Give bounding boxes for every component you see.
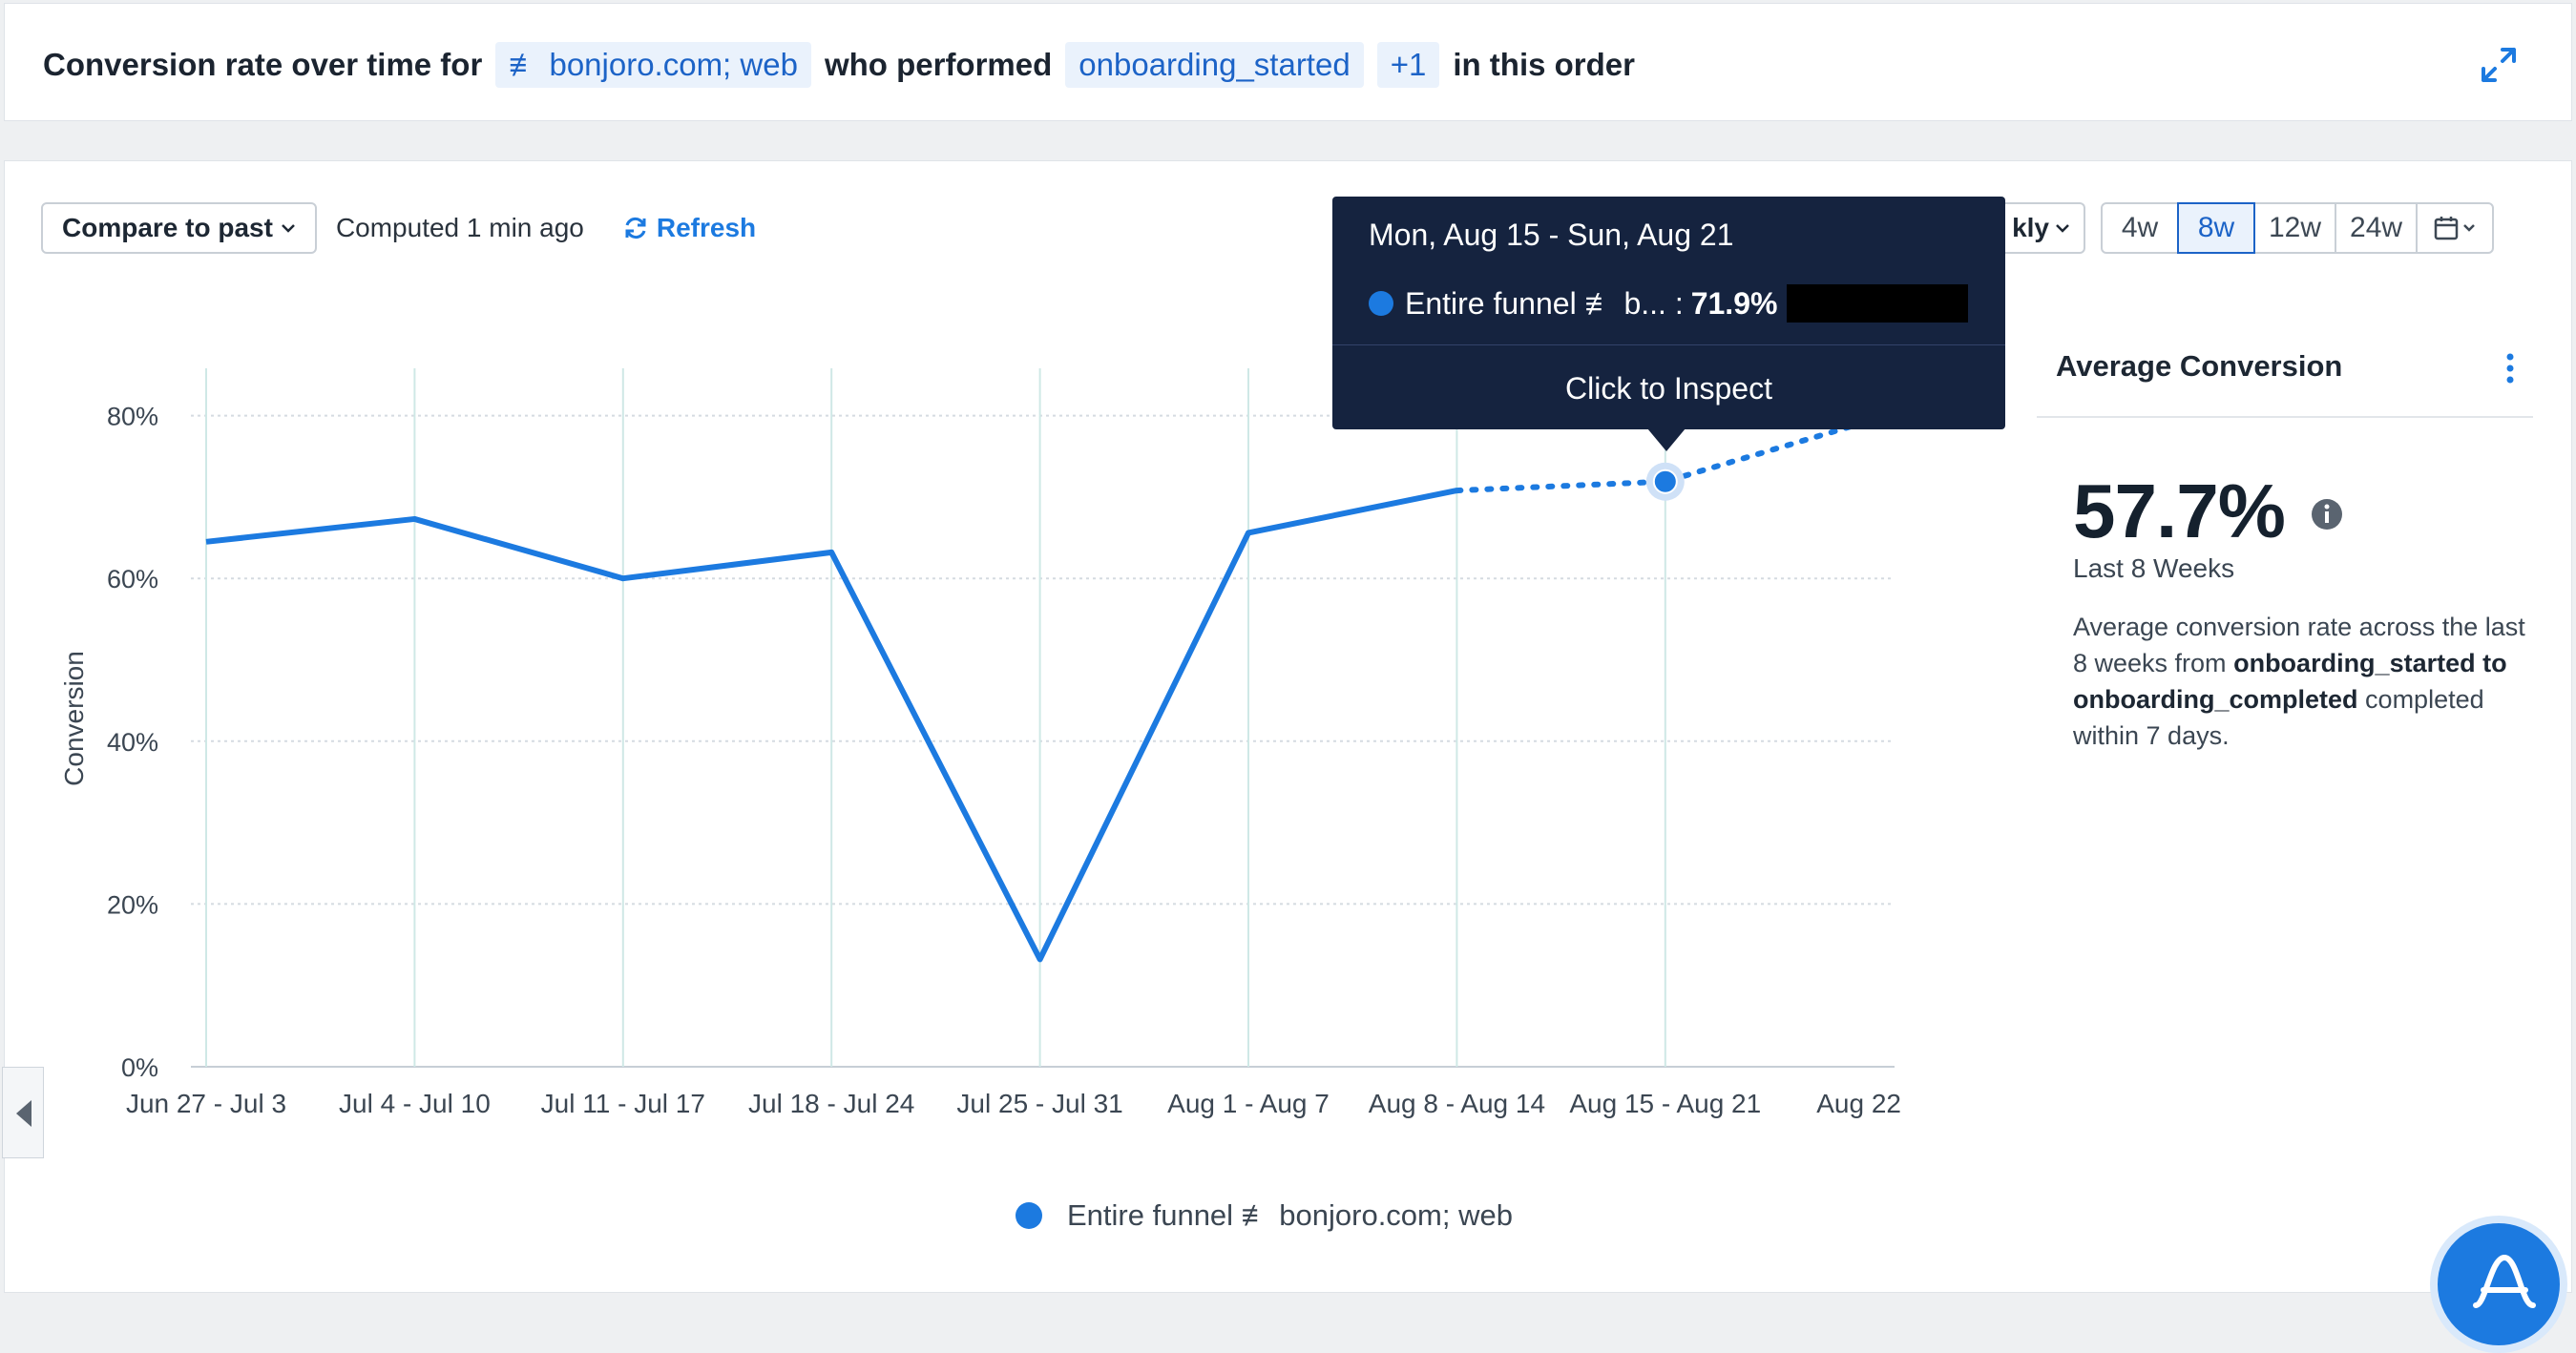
tooltip-series-label: Entire funnel ≢ b... :	[1405, 285, 1684, 321]
chevron-down-icon	[282, 224, 295, 233]
event-chip[interactable]: onboarding_started	[1065, 42, 1364, 88]
series-dot-icon	[1369, 291, 1393, 316]
range-4w-button[interactable]: 4w	[2101, 202, 2179, 254]
data-point-highlighted[interactable]	[1652, 468, 1678, 494]
desc-events: onboarding_started to onboarding_complet…	[2073, 649, 2507, 714]
y-tick-label: 60%	[107, 565, 158, 593]
computed-timestamp: Computed 1 min ago	[335, 213, 584, 242]
y-axis-label: Conversion	[59, 651, 89, 786]
title-mid: who performed	[824, 47, 1053, 82]
segment-chip[interactable]: ≢ bonjoro.com; web	[495, 42, 811, 88]
help-launcher-button[interactable]	[2430, 1216, 2567, 1353]
x-axis: Jun 27 - Jul 3 Jul 4 - Jul 10 Jul 11 - Jul…	[126, 1089, 1909, 1118]
tooltip-value: 71.9%	[1690, 285, 1778, 321]
series-line-complete	[205, 488, 1457, 963]
chart-title: Conversion rate over time for ≢ bonjoro.…	[43, 42, 1635, 88]
y-tick-label: 80%	[107, 403, 158, 431]
chart-legend: Entire funnel ≢ bonjoro.com; web	[1016, 1198, 1513, 1233]
average-period: Last 8 Weeks	[2073, 553, 2235, 583]
chart-tooltip: Mon, Aug 15 - Sun, Aug 21 Entire funnel …	[1332, 197, 2005, 429]
chevron-down-icon	[2463, 224, 2475, 232]
chart-card: Compare to past Computed 1 min ago Refre…	[4, 160, 2572, 1293]
x-tick-label: Jul 25 - Jul 31	[956, 1089, 1122, 1118]
info-icon[interactable]	[2310, 497, 2344, 531]
tooltip-series-row: Entire funnel ≢ b... : 71.9%	[1369, 284, 1969, 323]
data-point[interactable]	[405, 510, 424, 529]
series-line-incomplete	[1454, 416, 1877, 494]
data-point[interactable]	[1031, 949, 1050, 968]
compare-to-past-dropdown[interactable]: Compare to past	[41, 202, 317, 254]
toolbar-left: Compare to past Computed 1 min ago Refre…	[41, 201, 756, 255]
more-menu-icon[interactable]	[2504, 351, 2516, 385]
x-tick-label: Aug 15 - Aug 21	[1569, 1089, 1761, 1118]
legend-label: Entire funnel ≢ bonjoro.com; web	[1067, 1198, 1513, 1232]
average-description: Average conversion rate across the last …	[2073, 609, 2531, 754]
x-tick-label: Aug 8 - Aug 14	[1369, 1089, 1545, 1118]
desc-suffix: completed within 7 days.	[2073, 685, 2484, 750]
redacted-block	[1787, 284, 1969, 323]
average-title: Average Conversion	[2056, 349, 2343, 383]
y-tick-label: 20%	[107, 890, 158, 919]
x-tick-label: Jul 18 - Jul 24	[748, 1089, 914, 1118]
y-tick-label: 0%	[121, 1053, 158, 1082]
calendar-icon	[2434, 217, 2459, 240]
chevron-left-icon	[16, 1100, 31, 1127]
average-value: 57.7%	[2073, 468, 2286, 553]
refresh-button[interactable]: Refresh	[622, 213, 756, 243]
range-12w-button[interactable]: 12w	[2253, 202, 2337, 254]
tooltip-caret	[1647, 428, 1686, 451]
series-entire-funnel[interactable]	[197, 410, 1883, 969]
y-axis: 0% 20% 40% 60% 80%	[107, 403, 158, 1082]
data-point[interactable]	[822, 543, 841, 562]
x-tick-label: Aug 1 - Aug 7	[1167, 1089, 1330, 1118]
conversion-line-chart[interactable]: 0% 20% 40% 60% 80% Jun 27 - Jul 3 Jul 4 - Jul…	[0, 160, 1909, 1153]
calendar-picker-button[interactable]	[2416, 202, 2495, 254]
scroll-left-button[interactable]	[2, 1067, 44, 1158]
legend-dot-icon	[1016, 1202, 1042, 1229]
x-tick-label: Jul 11 - Jul 17	[541, 1089, 705, 1118]
title-prefix: Conversion rate over time for	[43, 47, 483, 82]
expand-icon[interactable]	[2480, 46, 2518, 84]
x-tick-label: Jun 27 - Jul 3	[126, 1089, 286, 1118]
chart-header: Conversion rate over time for ≢ bonjoro.…	[4, 3, 2572, 121]
chart-grid	[191, 368, 1895, 1068]
date-range-group: 4w 8w 12w 24w	[2101, 202, 2495, 254]
refresh-icon	[625, 217, 646, 239]
chevron-down-icon	[2056, 224, 2069, 233]
tooltip-divider	[1332, 344, 2005, 345]
data-point[interactable]	[614, 569, 633, 588]
amplitude-logo-icon	[2473, 1254, 2536, 1308]
range-8w-button[interactable]: 8w	[2177, 202, 2255, 254]
compare-label: Compare to past	[62, 213, 273, 242]
interval-dropdown[interactable]: kly	[1952, 202, 2085, 254]
toolbar-right: kly 4w 8w 12w 24w	[1952, 201, 2495, 255]
title-suffix: in this order	[1453, 47, 1635, 82]
desc-prefix: Average conversion rate across the last …	[2073, 613, 2525, 677]
panel-divider	[2037, 416, 2533, 418]
y-tick-label: 40%	[107, 728, 158, 757]
more-events-chip[interactable]: +1	[1376, 42, 1440, 88]
data-point[interactable]	[1447, 481, 1466, 500]
refresh-label: Refresh	[656, 213, 757, 242]
data-point[interactable]	[1239, 523, 1258, 542]
x-tick-label: Jul 4 - Jul 10	[339, 1089, 491, 1118]
x-tick-label: Aug 22 ...	[1816, 1089, 1909, 1118]
data-point[interactable]	[197, 532, 216, 552]
interval-label: kly	[2012, 213, 2049, 242]
inspect-link[interactable]: Click to Inspect	[1565, 371, 1772, 406]
range-24w-button[interactable]: 24w	[2335, 202, 2419, 254]
tooltip-date: Mon, Aug 15 - Sun, Aug 21	[1369, 218, 1734, 252]
